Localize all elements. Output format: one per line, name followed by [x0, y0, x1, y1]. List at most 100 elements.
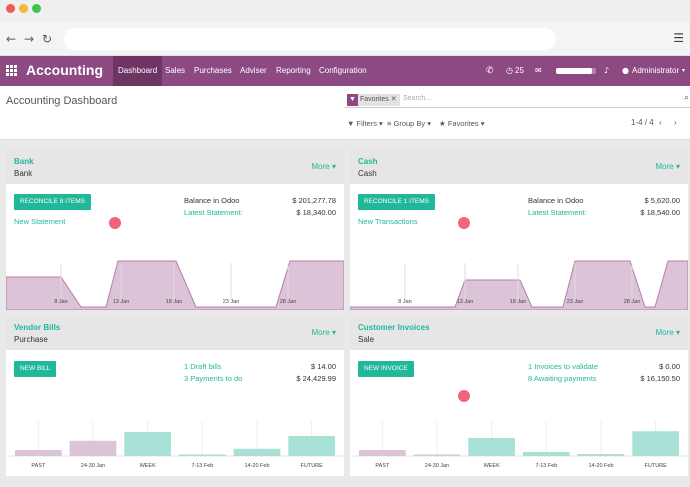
chart-bar	[15, 450, 62, 456]
chart-tick-label: 28 Jan	[624, 299, 641, 305]
filter-icon: ▼	[347, 94, 358, 106]
card-header: Cash Cash More ▾	[350, 150, 688, 184]
avatar[interactable]: ●	[622, 66, 629, 75]
balance-label: Balance in Odoo	[528, 196, 584, 205]
more-dropdown[interactable]: More ▾	[311, 162, 336, 171]
favorites-button[interactable]: ★ Favorites ▾	[439, 119, 485, 128]
chart-tick-label: 24-30 Jan	[81, 463, 105, 469]
card-title[interactable]: Bank	[14, 157, 34, 166]
app-navbar: Accounting Dashboard Sales Purchases Adv…	[0, 56, 690, 86]
new-bill-button[interactable]: NEW BILL	[14, 361, 57, 377]
invoices-to-validate-link[interactable]: 1 Invoices to validate	[528, 362, 599, 371]
awaiting-payments-value: $ 16,150.50	[640, 374, 680, 383]
more-label: More	[311, 162, 330, 171]
card-title[interactable]: Vendor Bills	[14, 323, 61, 332]
control-panel: Accounting Dashboard ▼ Favorites ✕ Searc…	[0, 86, 690, 140]
phone-icon[interactable]: ✆	[486, 66, 494, 76]
chart-tick-label: 14-20 Feb	[588, 463, 613, 469]
chat-icon[interactable]: ✉	[535, 66, 542, 75]
more-label: More	[655, 328, 674, 337]
card-title[interactable]: Cash	[358, 157, 378, 166]
remove-facet-icon[interactable]: ✕	[390, 96, 397, 103]
new-statement-link[interactable]: New Statement	[14, 217, 66, 226]
draft-bills-link[interactable]: 1 Draft bills	[184, 362, 222, 371]
list-icon: ≡	[387, 119, 392, 128]
reconcile-button[interactable]: RECONCILE 8 ITEMS	[14, 194, 92, 210]
chart-tick-label: 18 Jan	[166, 299, 183, 305]
nav-item-dashboard[interactable]: Dashboard	[113, 56, 163, 86]
new-transactions-link[interactable]: New Transactions	[358, 217, 418, 226]
card-title[interactable]: Customer Invoices	[358, 323, 430, 332]
chart-bar	[69, 440, 117, 456]
filter-icon: ▼	[347, 119, 355, 128]
chart-bar	[359, 450, 406, 456]
more-dropdown[interactable]: More ▾	[311, 328, 336, 337]
card-header: Bank Bank More ▾	[6, 150, 344, 184]
customer-invoices-card: Customer Invoices Sale More ▾ NEW INVOIC…	[350, 316, 688, 476]
maximize-window-icon[interactable]	[32, 4, 41, 13]
chart-tick-label: 8 Jan	[54, 299, 67, 305]
minimize-window-icon[interactable]	[19, 4, 28, 13]
more-dropdown[interactable]: More ▾	[655, 162, 680, 171]
search-input[interactable]: Search...	[403, 95, 432, 102]
apps-grid-icon[interactable]	[6, 65, 17, 76]
alert-dot	[109, 217, 121, 229]
clock-icon[interactable]: ◷	[506, 66, 513, 75]
pager-next-icon[interactable]: ›	[674, 118, 677, 127]
search-icon[interactable]: ⌕	[683, 93, 689, 103]
card-header: Customer Invoices Sale More ▾	[350, 316, 688, 350]
chart-tick-label: 13 Jan	[457, 299, 474, 305]
nav-item-adviser[interactable]: Adviser	[240, 66, 267, 75]
url-input[interactable]	[64, 28, 556, 50]
group-by-button[interactable]: ≡ Group By ▾	[387, 119, 432, 128]
nav-item-sales[interactable]: Sales	[165, 66, 186, 75]
reload-icon[interactable]: ↻	[42, 32, 53, 46]
pager-prev-icon[interactable]: ‹	[659, 118, 662, 127]
balance-value: $ 5,620.00	[644, 196, 680, 205]
new-invoice-button[interactable]: NEW INVOICE	[358, 361, 414, 377]
messages-count[interactable]: 25	[515, 66, 524, 75]
chart-tick-label: 7-13 Feb	[535, 463, 557, 469]
chart-bar	[523, 452, 570, 456]
chart-bar	[233, 448, 281, 456]
chart-svg: PAST 24-30 Jan WEEK 7-13 Feb 14-20 Feb FUTURE	[6, 421, 344, 469]
latest-statement-link[interactable]: Latest Statement:	[184, 208, 243, 217]
cash-journal-card: Cash Cash More ▾ RECONCILE 1 ITEMS New T…	[350, 150, 688, 310]
cash-area-chart: 8 Jan 13 Jan 18 Jan 23 Jan 28 Jan	[350, 245, 688, 310]
search-bar[interactable]: ▼ Favorites ✕ Search... ⌕	[345, 93, 690, 108]
app-brand[interactable]: Accounting	[26, 62, 103, 78]
hamburger-menu-icon[interactable]: ☰	[673, 31, 684, 45]
chevron-down-icon[interactable]: ▾	[682, 68, 686, 74]
pager-value[interactable]: 1-4 / 4	[631, 118, 654, 127]
chart-svg: 8 Jan 13 Jan 18 Jan 23 Jan 28 Jan	[6, 260, 344, 310]
chart-tick-label: 13 Jan	[113, 299, 130, 305]
latest-statement-link[interactable]: Latest Statement:	[528, 208, 587, 217]
star-icon: ★	[439, 119, 446, 128]
invoices-bar-chart: PAST 24-30 Jan WEEK 7-13 Feb 14-20 Feb FUTURE	[350, 411, 688, 476]
chart-area	[350, 260, 688, 310]
filters-button[interactable]: ▼ Filters ▾	[347, 119, 383, 128]
nav-item-configuration[interactable]: Configuration	[319, 66, 367, 75]
favorites-label: Favorites	[447, 119, 479, 128]
back-arrow-icon[interactable]: ←	[6, 32, 17, 46]
payments-to-do-value: $ 24,429.99	[296, 374, 336, 383]
forward-arrow-icon[interactable]: →	[24, 32, 35, 46]
awaiting-payments-link[interactable]: 8 Awaiting payments	[528, 374, 597, 383]
payments-to-do-link[interactable]: 3 Payments to do	[184, 374, 243, 383]
search-facet[interactable]: ▼ Favorites ✕	[347, 94, 400, 106]
close-window-icon[interactable]	[6, 4, 15, 13]
chart-tick-label: FUTURE	[301, 463, 324, 469]
sound-icon[interactable]: ♪	[604, 66, 610, 75]
browser-titlebar	[0, 0, 690, 22]
reconcile-button[interactable]: RECONCILE 1 ITEMS	[358, 194, 436, 210]
onboarding-progress-bar[interactable]	[556, 68, 596, 74]
more-dropdown[interactable]: More ▾	[655, 328, 680, 337]
nav-item-purchases[interactable]: Purchases	[194, 66, 232, 75]
vendor-bills-card: Vendor Bills Purchase More ▾ NEW BILL 1 …	[6, 316, 344, 476]
group-by-label: Group By	[393, 119, 426, 128]
latest-statement-value: $ 18,540.00	[640, 208, 680, 217]
alert-dot	[458, 217, 470, 229]
draft-bills-value: $ 14.00	[310, 362, 336, 371]
user-menu[interactable]: Administrator	[632, 66, 680, 75]
nav-item-reporting[interactable]: Reporting	[276, 66, 311, 75]
